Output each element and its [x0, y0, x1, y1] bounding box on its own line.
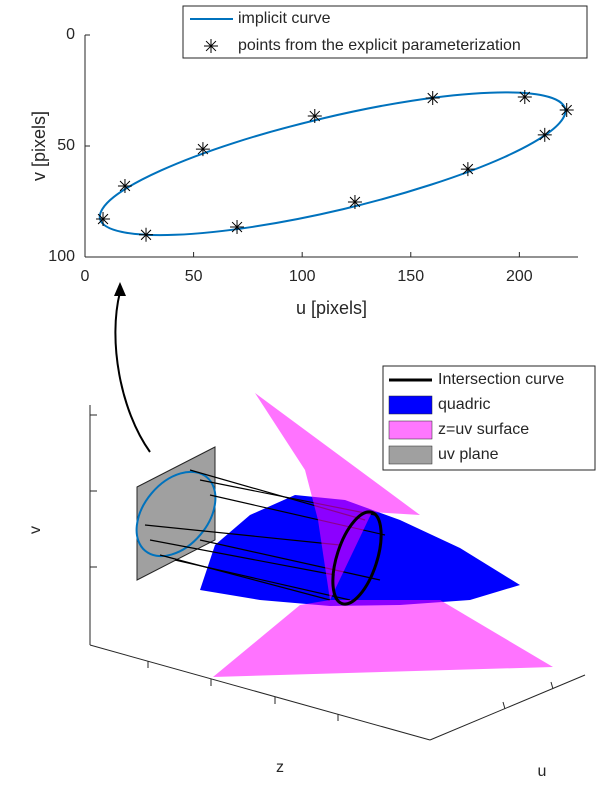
- z-uv-surface-lower: [213, 600, 553, 677]
- x-tick-label: 50: [185, 268, 203, 285]
- point: [196, 142, 210, 156]
- x-axis-label: u [pixels]: [296, 298, 367, 318]
- top-chart: 0 50 100 150 200 0 50 100 u [pixels] v [pixels] im…: [29, 6, 587, 318]
- point: [461, 162, 475, 176]
- point: [538, 128, 552, 142]
- legend-label: z=uv surface: [438, 421, 529, 438]
- arrow-head: [114, 282, 126, 296]
- y-tick-label: 100: [48, 248, 75, 265]
- x-tick-label: 0: [81, 268, 90, 285]
- legend-label: quadric: [438, 396, 490, 413]
- legend-label: implicit curve: [238, 10, 331, 27]
- point: [118, 179, 132, 193]
- point: [518, 90, 532, 104]
- y-tick-label: 0: [66, 26, 75, 43]
- arrow: [115, 292, 150, 452]
- x-tick-label: 200: [506, 268, 533, 285]
- legend-label: uv plane: [438, 446, 499, 463]
- z-axis-label: v: [27, 526, 44, 534]
- y-axis-label: v [pixels]: [29, 111, 49, 181]
- axis-u: [430, 675, 585, 740]
- point: [230, 220, 244, 234]
- point: [426, 91, 440, 105]
- legend-swatch: [389, 421, 432, 439]
- legend-swatch: [204, 39, 218, 53]
- point: [560, 103, 574, 117]
- page: 0 50 100 150 200 0 50 100 u [pixels] v [pixels] im…: [0, 0, 596, 787]
- y-axis-label: u: [538, 763, 547, 780]
- point: [348, 195, 362, 209]
- y-tick-label: 50: [57, 137, 75, 154]
- x-tick-label: 150: [397, 268, 424, 285]
- legend-swatch: [389, 446, 432, 464]
- legend-swatch: [389, 396, 432, 414]
- implicit-curve: [100, 92, 566, 235]
- bottom-chart: v z u Intersection curve quadric z=uv surf…: [27, 366, 595, 780]
- point: [308, 109, 322, 123]
- x-axis-label: z: [276, 759, 284, 776]
- legend-label: points from the explicit parameterizatio…: [238, 37, 521, 54]
- tick: [503, 702, 505, 709]
- x-tick-label: 100: [289, 268, 316, 285]
- figure: 0 50 100 150 200 0 50 100 u [pixels] v [pixels] im…: [0, 0, 596, 782]
- point: [96, 212, 110, 226]
- point: [139, 228, 153, 242]
- legend: Intersection curve quadric z=uv surface uv …: [383, 366, 595, 470]
- tick: [551, 682, 553, 689]
- legend-label: Intersection curve: [438, 371, 564, 388]
